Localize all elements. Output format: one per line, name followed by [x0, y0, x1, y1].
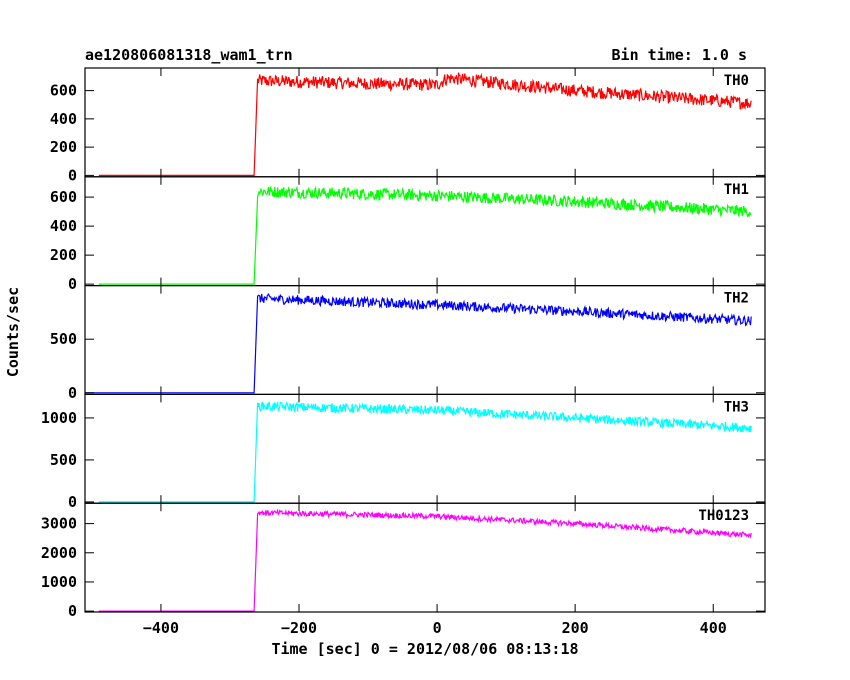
y-tick-label: 500 [50, 330, 77, 348]
x-tick-label: −400 [143, 619, 179, 637]
th2-series-line [85, 292, 752, 394]
y-tick-label: 600 [50, 188, 77, 206]
panel-frame [84, 502, 766, 613]
y-tick-label: 200 [50, 246, 77, 264]
channel-label: TH2 [724, 291, 749, 307]
x-axis-title: Time [sec] 0 = 2012/08/06 08:13:18 [271, 640, 578, 658]
panel-frame [84, 393, 766, 504]
y-tick-label: 0 [68, 602, 77, 620]
channel-label: TH3 [724, 399, 749, 415]
y-tick-label: 0 [68, 493, 77, 511]
th3-series-line [98, 401, 752, 503]
x-tick-label: 0 [433, 619, 442, 637]
panel-frame [84, 67, 766, 178]
y-tick-label: 3000 [41, 515, 77, 533]
y-tick-label: 2000 [41, 544, 77, 562]
bin-time-label: Bin time: 1.0 s [612, 46, 747, 64]
panel-th0: 0 200 400 600 TH0 [50, 67, 766, 184]
x-tick-label: 400 [700, 619, 727, 637]
y-axis-title: Counts/sec [4, 287, 22, 377]
panel-th2: 0 500 TH2 [50, 285, 766, 402]
y-tick-label: 400 [50, 217, 77, 235]
th0123-series-line [98, 508, 752, 612]
panel-frame [84, 285, 766, 396]
y-tick-label: 1000 [41, 573, 77, 591]
th1-series-line [98, 185, 752, 285]
y-tick-label: 500 [50, 451, 77, 469]
x-tick-label: −200 [281, 619, 317, 637]
plot-title: ae120806081318_wam1_trn [85, 46, 293, 64]
th0-series-line [98, 72, 752, 176]
panel-th0123: 0 1000 2000 3000 TH0123 [41, 502, 766, 620]
channel-label: TH1 [724, 182, 749, 198]
y-tick-label: 0 [68, 166, 77, 184]
y-tick-label: 1000 [41, 409, 77, 427]
y-tick-label: 400 [50, 110, 77, 128]
panel-th1: 0 200 400 600 TH1 [50, 176, 766, 293]
channel-label: TH0123 [698, 508, 749, 524]
channel-label: TH0 [724, 73, 749, 89]
y-tick-label: 0 [68, 384, 77, 402]
y-tick-label: 200 [50, 138, 77, 156]
y-tick-label: 600 [50, 82, 77, 100]
y-tick-label: 0 [68, 275, 77, 293]
panel-th3: 0 500 1000 TH3 [41, 393, 766, 511]
x-tick-label: 200 [562, 619, 589, 637]
panels-group: 0 200 400 600 TH0 0 200 400 600 TH1 0 500 TH2 0 500 100… [41, 67, 766, 637]
